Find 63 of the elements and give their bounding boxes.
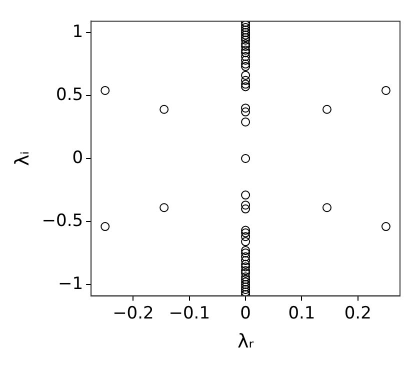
y-tick-label: 0	[72, 148, 84, 168]
point	[241, 226, 250, 235]
point	[241, 228, 250, 238]
point	[241, 272, 250, 282]
point	[241, 28, 250, 38]
point	[241, 200, 250, 210]
y-tick-label: −1	[58, 274, 84, 294]
point	[241, 282, 250, 292]
point	[241, 30, 250, 40]
point	[381, 86, 390, 95]
point	[241, 154, 250, 163]
point	[241, 70, 250, 80]
point	[241, 274, 250, 284]
point	[241, 39, 250, 48]
point	[241, 104, 250, 113]
point	[241, 246, 250, 255]
point	[241, 107, 250, 116]
point	[381, 222, 390, 232]
point	[241, 117, 250, 126]
point	[241, 26, 250, 35]
point	[241, 23, 250, 32]
point	[241, 256, 250, 266]
point	[241, 237, 250, 246]
point	[241, 56, 250, 65]
point	[241, 248, 250, 258]
x-tick-label: 0	[240, 303, 251, 324]
point	[241, 52, 250, 61]
point	[241, 260, 250, 269]
point	[241, 232, 250, 242]
point	[241, 80, 250, 89]
point	[241, 252, 250, 262]
x-tick-label: 0.1	[288, 303, 316, 324]
point	[241, 46, 250, 55]
x-tick-label: −0.2	[112, 303, 154, 324]
point	[322, 104, 332, 114]
y-tick-label: 1	[72, 22, 84, 42]
point	[241, 280, 250, 289]
y-tick-label: −0.5	[42, 210, 84, 231]
x-axis-title: λᵣ	[237, 330, 254, 353]
point	[322, 203, 332, 212]
point	[100, 86, 110, 95]
y-axis-title: λᵢ	[11, 151, 34, 166]
point	[241, 266, 250, 276]
y-tick-label: 0.5	[56, 84, 84, 105]
point	[241, 82, 250, 92]
point	[241, 204, 250, 214]
point	[241, 277, 250, 286]
point	[241, 62, 250, 72]
point	[241, 33, 250, 42]
x-tick-label: −0.1	[168, 303, 210, 324]
point	[241, 76, 250, 85]
point	[241, 48, 250, 58]
point	[241, 60, 250, 69]
point	[241, 42, 250, 51]
x-tick-label: 0.2	[344, 303, 372, 324]
point	[241, 268, 250, 278]
point	[241, 36, 250, 45]
point	[241, 190, 250, 200]
point	[241, 262, 250, 272]
point	[100, 222, 110, 232]
point	[160, 203, 169, 212]
point	[241, 285, 250, 294]
point	[160, 104, 169, 114]
